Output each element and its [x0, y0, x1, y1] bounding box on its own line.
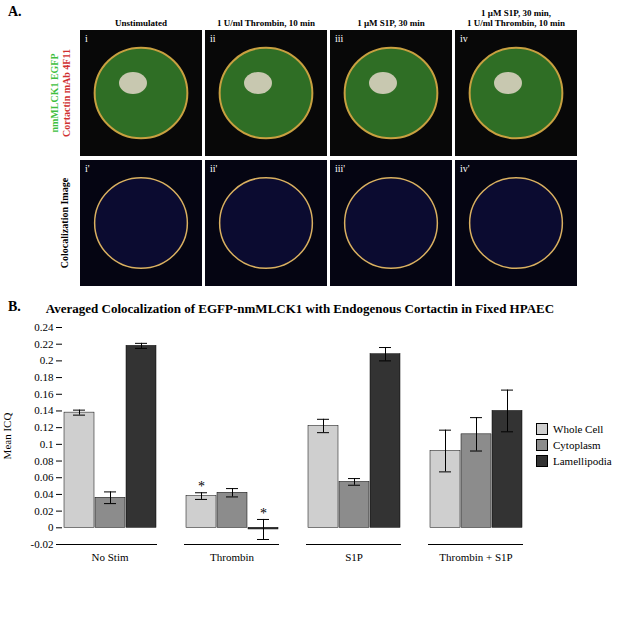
svg-text:0.14: 0.14 — [34, 404, 54, 416]
svg-text:Mean ICQ: Mean ICQ — [1, 413, 13, 460]
svg-text:i': i' — [85, 163, 90, 174]
svg-text:S1P: S1P — [345, 551, 363, 563]
html-text:Lamellipodia: Lamellipodia — [553, 454, 612, 467]
svg-text:i: i — [85, 33, 88, 44]
svg-text:0.12: 0.12 — [34, 421, 53, 433]
svg-text:iii': iii' — [335, 163, 345, 174]
svg-text:1 U/ml Thrombin, 10 min: 1 U/ml Thrombin, 10 min — [217, 18, 315, 28]
html-text:B.: B. — [8, 299, 21, 314]
svg-text:0.08: 0.08 — [34, 455, 54, 467]
html-text:Averaged Colocalization of EGF: Averaged Colocalization of EGFP-nmMLCK1 … — [45, 301, 555, 316]
svg-text:ii: ii — [210, 33, 216, 44]
svg-text:0: 0 — [48, 521, 54, 533]
html-text:Whole Cell: Whole Cell — [553, 422, 604, 435]
svg-text:1 µM S1P, 30 min,1 U/ml Thromb: 1 µM S1P, 30 min,1 U/ml Thrombin, 10 min — [467, 8, 565, 28]
svg-text:Unstimulated: Unstimulated — [115, 18, 167, 28]
svg-text:Thrombin: Thrombin — [210, 551, 254, 563]
svg-text:iv: iv — [460, 33, 468, 44]
html-text:Cytoplasm: Cytoplasm — [553, 438, 601, 451]
svg-text:0.2: 0.2 — [40, 354, 54, 366]
svg-text:0.02: 0.02 — [34, 505, 53, 517]
svg-text:A.: A. — [8, 4, 22, 19]
svg-text:Cortactin mAb 4F11: Cortactin mAb 4F11 — [61, 49, 72, 137]
svg-text:0.16: 0.16 — [34, 388, 54, 400]
svg-text:0.24: 0.24 — [34, 321, 54, 333]
svg-text:-0.02: -0.02 — [31, 538, 54, 550]
svg-text:No Stim: No Stim — [92, 551, 129, 563]
svg-text:0.06: 0.06 — [34, 471, 54, 483]
svg-text:iii: iii — [335, 33, 344, 44]
svg-text:*: * — [198, 479, 205, 494]
svg-text:0.18: 0.18 — [34, 371, 54, 383]
svg-text:1 µM S1P, 30 min: 1 µM S1P, 30 min — [357, 18, 425, 28]
svg-text:iv': iv' — [460, 163, 470, 174]
svg-text:0.1: 0.1 — [40, 438, 54, 450]
svg-text:*: * — [260, 506, 267, 521]
svg-text:ii': ii' — [210, 163, 218, 174]
svg-text:0.04: 0.04 — [34, 488, 54, 500]
svg-text:nmMLCK1 EGFP: nmMLCK1 EGFP — [49, 53, 60, 132]
svg-text:0.22: 0.22 — [34, 338, 53, 350]
svg-text:Thrombin + S1P: Thrombin + S1P — [439, 551, 512, 563]
svg-text:Colocalization Image: Colocalization Image — [59, 177, 70, 268]
